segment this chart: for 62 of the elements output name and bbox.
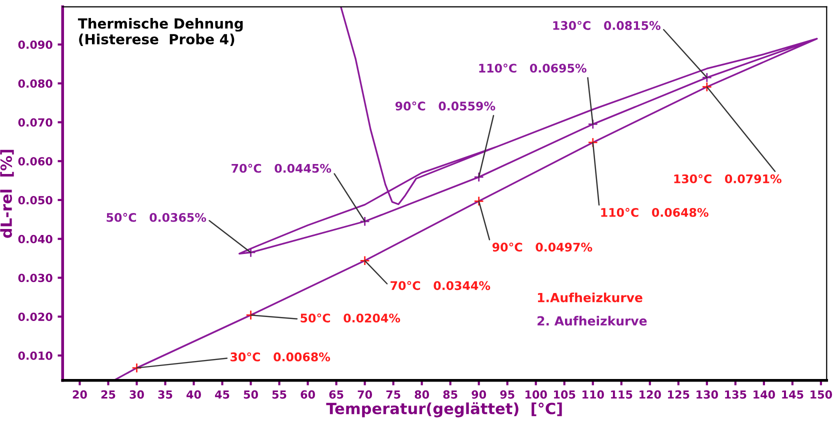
- text: 1.Aufheizkurve: [538, 292, 642, 302]
- y-tick-label: 0.050: [18, 196, 52, 204]
- data-label: 130°C 0.0791%: [674, 174, 782, 184]
- data-label: 90°C 0.0559%: [395, 101, 496, 110]
- x-tick-label: 45: [215, 390, 230, 399]
- data-label: 70°C 0.0445%: [232, 164, 332, 173]
- data-label: 110°C 0.0648%: [601, 208, 708, 217]
- x-tick-label: 90: [472, 390, 486, 399]
- x-tick-label: 100: [526, 390, 547, 399]
- x-tick-label: 25: [101, 390, 116, 399]
- y-axis-title: dL-rel [%]: [0, 150, 14, 238]
- data-label: 30°C 0.0068%: [230, 352, 330, 362]
- x-tick-label: 60: [300, 390, 315, 399]
- data-label: 70°C 0.0344%: [390, 281, 490, 290]
- x-axis-title: Temperatur(geglättet) [°C]: [326, 402, 562, 418]
- x-tick-label: 145: [782, 390, 804, 399]
- x-tick-label: 110: [582, 390, 604, 399]
- y-tick-label: 0.060: [18, 157, 52, 166]
- data-label: 130°C 0.0815%: [553, 20, 660, 30]
- x-tick-label: 55: [272, 390, 286, 399]
- x-tick-label: 125: [668, 390, 690, 399]
- data-label: 90°C 0.0497%: [492, 242, 592, 252]
- data-label: 50°C 0.0204%: [300, 313, 400, 322]
- y-tick-label: 0.010: [18, 351, 52, 360]
- text: Thermische Dehnung (Histerese Probe 4): [78, 18, 243, 46]
- x-tick-label: 105: [554, 390, 576, 399]
- x-tick-label: 75: [386, 390, 400, 399]
- x-tick-label: 70: [358, 390, 372, 399]
- x-tick-label: 80: [414, 390, 430, 399]
- point: [246, 310, 256, 320]
- x-tick-label: 120: [640, 390, 661, 399]
- point: [360, 216, 370, 226]
- y-tick-label: 0.080: [18, 79, 52, 88]
- x-tick-label: 35: [158, 390, 172, 399]
- x-tick-label: 135: [725, 390, 746, 399]
- x-tick-label: 95: [500, 390, 514, 399]
- data-label: 50°C 0.0365%: [106, 212, 206, 222]
- point: [702, 82, 712, 92]
- y-tick-label: 0.070: [18, 118, 52, 127]
- x-tick-label: 85: [443, 390, 458, 399]
- y-tick-label: 0.040: [18, 234, 52, 244]
- x-tick-label: 140: [754, 390, 775, 399]
- x-tick-label: 20: [72, 390, 87, 399]
- data-label: 110°C 0.0695%: [479, 64, 586, 73]
- x-tick-label: 50: [244, 390, 258, 399]
- text: 2. Aufheizkurve: [538, 316, 647, 326]
- point: [360, 256, 370, 266]
- x-tick-label: 65: [329, 390, 344, 399]
- point: [474, 172, 484, 182]
- point: [474, 196, 484, 206]
- x-tick-label: 40: [186, 390, 201, 399]
- x-tick-label: 30: [130, 390, 144, 399]
- point: [702, 72, 712, 83]
- x-tick-label: 150: [810, 390, 832, 399]
- point: [588, 119, 598, 130]
- x-tick-label: 130: [696, 390, 718, 399]
- y-tick-label: 0.030: [18, 274, 52, 282]
- point: [132, 362, 142, 374]
- y-tick-label: 0.090: [18, 40, 52, 49]
- y-tick-label: 0.020: [18, 312, 52, 321]
- point: [588, 137, 598, 148]
- x-tick-label: 115: [611, 390, 632, 399]
